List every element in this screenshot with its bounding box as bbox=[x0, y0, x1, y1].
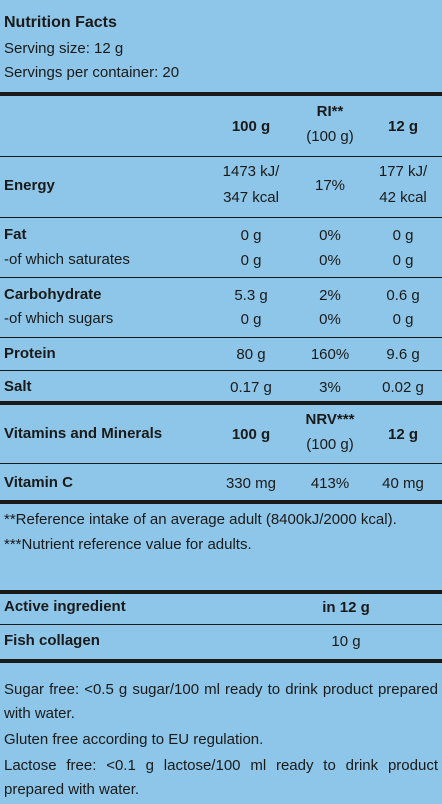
claim-lactose-free: Lactose free: <0.1 g lactose/100 ml read… bbox=[4, 757, 438, 798]
row-vitamin-c-serving: 40 mg bbox=[382, 475, 424, 492]
divider bbox=[0, 337, 442, 338]
page-title: Nutrition Facts bbox=[4, 14, 117, 31]
row-energy-per100-kj: 1473 kJ/ bbox=[222, 163, 280, 180]
row-protein-ri: 160% bbox=[310, 346, 350, 363]
row-fat-serving: 0 g bbox=[392, 227, 414, 244]
divider bbox=[0, 590, 442, 594]
row-energy-per100-kcal: 347 kcal bbox=[223, 189, 279, 206]
divider bbox=[0, 217, 442, 218]
row-saturates-serving: 0 g bbox=[392, 252, 414, 269]
row-carbohydrate-ri: 2% bbox=[319, 287, 341, 304]
divider bbox=[0, 277, 442, 278]
footnote-ri: **Reference intake of an average adult (… bbox=[4, 511, 397, 528]
row-vitamin-c-nrv: 413% bbox=[310, 475, 350, 492]
row-energy-ri: 17% bbox=[314, 177, 346, 194]
vitamins-col-nrv-basis: (100 g) bbox=[306, 436, 354, 453]
row-protein-per100: 80 g bbox=[236, 346, 266, 363]
col-header-per100: 100 g bbox=[231, 118, 271, 135]
servings-per-container: Servings per container: 20 bbox=[4, 64, 180, 81]
row-protein-serving: 9.6 g bbox=[386, 346, 420, 363]
divider bbox=[0, 463, 442, 464]
col-header-ri: RI** bbox=[316, 103, 344, 120]
row-energy-name: Energy bbox=[4, 177, 55, 194]
row-fat-ri: 0% bbox=[319, 227, 341, 244]
serving-size: Serving size: 12 g bbox=[4, 40, 124, 57]
divider bbox=[0, 659, 442, 663]
row-salt-ri: 3% bbox=[319, 379, 341, 396]
row-fish-collagen-amount: 10 g bbox=[331, 633, 361, 650]
col-header-ri-basis: (100 g) bbox=[306, 128, 354, 145]
row-vitamin-c-name: Vitamin C bbox=[4, 474, 73, 491]
row-sugars-per100: 0 g bbox=[240, 311, 262, 328]
divider bbox=[0, 500, 442, 504]
row-saturates-per100: 0 g bbox=[240, 252, 262, 269]
row-sugars-name: -of which sugars bbox=[4, 310, 114, 327]
col-header-per-serving: 12 g bbox=[387, 118, 418, 135]
active-header-amount: in 12 g bbox=[322, 599, 370, 616]
vitamins-title: Vitamins and Minerals bbox=[4, 425, 163, 442]
divider bbox=[0, 624, 442, 625]
row-salt-serving: 0.02 g bbox=[382, 379, 424, 396]
row-carbohydrate-per100: 5.3 g bbox=[234, 287, 268, 304]
row-carbohydrate-serving: 0.6 g bbox=[386, 287, 420, 304]
footnote-nrv: ***Nutrient reference value for adults. bbox=[4, 536, 252, 553]
row-saturates-ri: 0% bbox=[319, 252, 341, 269]
claim-gluten-free: Gluten free according to EU regulation. bbox=[4, 731, 264, 748]
row-protein-name: Protein bbox=[4, 345, 56, 362]
row-vitamin-c-per100: 330 mg bbox=[225, 475, 277, 492]
row-saturates-name: -of which saturates bbox=[4, 251, 130, 268]
row-fish-collagen-name: Fish collagen bbox=[4, 632, 100, 649]
row-carbohydrate-name: Carbohydrate bbox=[4, 286, 102, 303]
row-salt-per100: 0.17 g bbox=[230, 379, 272, 396]
vitamins-col-per-serving: 12 g bbox=[387, 426, 418, 443]
row-energy-serving-kj: 177 kJ/ bbox=[378, 163, 428, 180]
divider bbox=[0, 156, 442, 157]
active-header-name: Active ingredient bbox=[4, 598, 126, 615]
divider bbox=[0, 92, 442, 96]
divider bbox=[0, 370, 442, 371]
claim-sugar-free: Sugar free: <0.5 g sugar/100 ml ready to… bbox=[4, 681, 438, 722]
row-energy-serving-kcal: 42 kcal bbox=[379, 189, 427, 206]
vitamins-col-per100: 100 g bbox=[231, 426, 271, 443]
divider bbox=[0, 401, 442, 405]
row-fat-name: Fat bbox=[4, 226, 27, 243]
vitamins-col-nrv: NRV*** bbox=[305, 411, 355, 428]
row-fat-per100: 0 g bbox=[240, 227, 262, 244]
row-sugars-ri: 0% bbox=[319, 311, 341, 328]
row-salt-name: Salt bbox=[4, 378, 32, 395]
row-sugars-serving: 0 g bbox=[392, 311, 414, 328]
